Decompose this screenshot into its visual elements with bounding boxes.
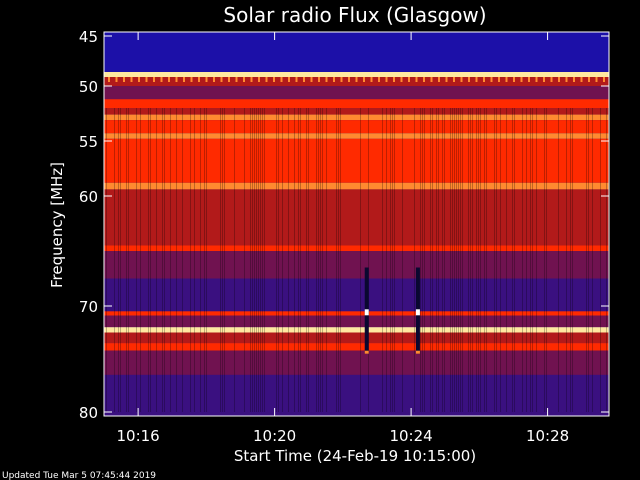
frequency-band: [104, 332, 609, 344]
frequency-band: [104, 86, 609, 100]
frequency-band: [104, 212, 609, 246]
chart-title: Solar radio Flux (Glasgow): [223, 3, 486, 27]
frequency-band: [104, 350, 609, 375]
y-tick-label: 55: [79, 133, 98, 151]
frequency-band: [104, 343, 609, 351]
x-axis-label: Start Time (24-Feb-19 10:15:00): [234, 447, 476, 465]
y-axis: 45 50 55 60 70 80: [79, 28, 609, 422]
burst-highlight: [415, 309, 420, 316]
frequency-band: [104, 278, 609, 312]
burst-highlight: [364, 309, 369, 316]
x-tick-label: 10:28: [526, 427, 569, 445]
burst-tail: [364, 350, 369, 354]
frequency-band: [104, 327, 609, 333]
frequency-band: [104, 120, 609, 134]
frequency-band: [104, 374, 609, 412]
frequency-band: [104, 189, 609, 213]
plot-frame: [103, 31, 610, 417]
frequency-band: [104, 245, 609, 251]
frequency-band: [104, 32, 609, 72]
y-tick-label: 50: [79, 78, 98, 96]
frequency-band: [104, 138, 609, 183]
burst-tail: [415, 350, 420, 354]
x-axis: 10:16 10:20 10:24 10:28: [117, 32, 569, 445]
frequency-band: [104, 133, 609, 139]
frequency-band: [104, 72, 609, 77]
x-tick-label: 10:16: [117, 427, 160, 445]
plot-area: [103, 31, 610, 417]
y-tick-label: 60: [79, 188, 98, 206]
y-tick-label: 80: [79, 404, 98, 422]
frequency-band: [104, 315, 609, 328]
y-tick-label: 70: [79, 298, 98, 316]
x-tick-label: 10:24: [389, 427, 432, 445]
frequency-band: [104, 108, 609, 115]
calibration-ticks: [108, 77, 605, 82]
updated-timestamp: Updated Tue Mar 5 07:45:44 2019: [2, 471, 156, 480]
frequency-band: [104, 99, 609, 108]
frequency-band: [104, 114, 609, 121]
frequency-band: [104, 311, 609, 316]
frequency-band: [104, 182, 609, 190]
y-tick-label: 45: [79, 28, 98, 46]
frequency-band: [104, 251, 609, 279]
x-tick-label: 10:20: [253, 427, 296, 445]
y-axis-label: Frequency [MHz]: [48, 162, 66, 288]
